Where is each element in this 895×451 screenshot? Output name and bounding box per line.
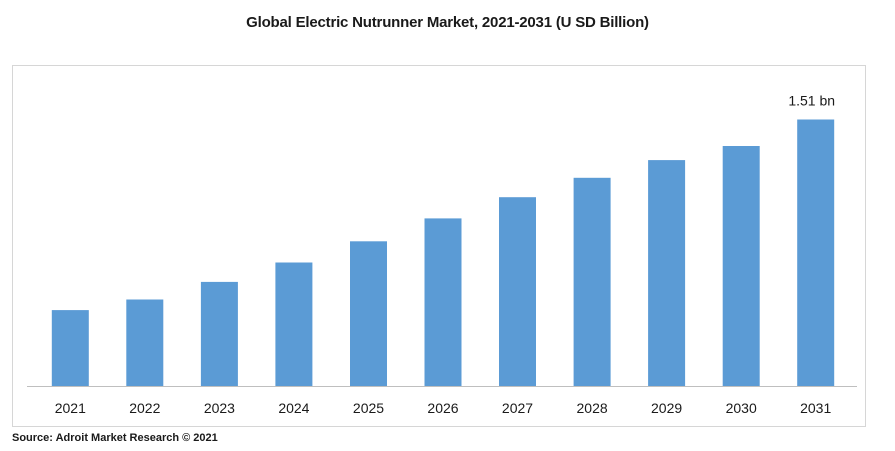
x-tick-label-2031: 2031	[800, 400, 831, 416]
x-tick-label-2028: 2028	[577, 400, 608, 416]
bar-2029	[648, 160, 686, 386]
bar-2028	[573, 177, 611, 386]
bar-chart: 2021 2022 2023 2024 2025 2026 2027 2028 2029 2030…	[27, 93, 857, 416]
data-label-2031: 1.51 bn	[788, 93, 835, 109]
x-tick-label-2027: 2027	[502, 400, 533, 416]
data-labels: 1.51 bn	[788, 93, 835, 109]
bars-group	[51, 119, 835, 386]
bar-2026	[424, 218, 462, 386]
bar-2021	[51, 310, 89, 386]
chart-frame: 2021 2022 2023 2024 2025 2026 2027 2028 2029 2030…	[12, 65, 866, 427]
bar-2022	[126, 299, 164, 386]
x-tick-label-2023: 2023	[204, 400, 235, 416]
x-tick-label-2030: 2030	[726, 400, 757, 416]
bar-2024	[275, 262, 313, 386]
bar-2030	[722, 146, 760, 386]
source-note: Source: Adroit Market Research © 2021	[12, 432, 218, 444]
bar-2025	[350, 241, 387, 386]
x-tick-label-2021: 2021	[55, 400, 86, 416]
x-tick-label-2025: 2025	[353, 400, 384, 416]
x-tick-label-2024: 2024	[278, 400, 309, 416]
x-tick-label-2029: 2029	[651, 400, 682, 416]
x-tick-label-2022: 2022	[129, 400, 160, 416]
bar-2031	[797, 119, 835, 386]
x-tick-label-2026: 2026	[427, 400, 458, 416]
bar-2027	[499, 197, 536, 386]
chart-title: Global Electric Nutrunner Market, 2021-2…	[246, 14, 649, 31]
x-tick-labels: 2021 2022 2023 2024 2025 2026 2027 2028 2029 2030…	[55, 400, 832, 416]
bar-2023	[200, 281, 238, 386]
